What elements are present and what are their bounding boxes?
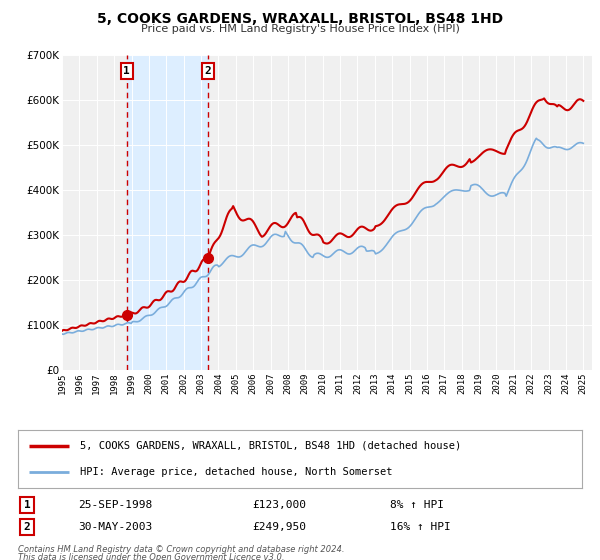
Text: 5, COOKS GARDENS, WRAXALL, BRISTOL, BS48 1HD: 5, COOKS GARDENS, WRAXALL, BRISTOL, BS48… <box>97 12 503 26</box>
Text: 2: 2 <box>23 522 31 532</box>
Text: Price paid vs. HM Land Registry's House Price Index (HPI): Price paid vs. HM Land Registry's House … <box>140 24 460 34</box>
Text: 25-SEP-1998: 25-SEP-1998 <box>78 500 152 510</box>
Text: 8% ↑ HPI: 8% ↑ HPI <box>390 500 444 510</box>
Bar <box>127 55 208 370</box>
Text: HPI: Average price, detached house, North Somerset: HPI: Average price, detached house, Nort… <box>80 468 392 477</box>
Text: £249,950: £249,950 <box>252 522 306 532</box>
Text: 2: 2 <box>205 66 212 76</box>
Text: This data is licensed under the Open Government Licence v3.0.: This data is licensed under the Open Gov… <box>18 553 284 560</box>
Text: 5, COOKS GARDENS, WRAXALL, BRISTOL, BS48 1HD (detached house): 5, COOKS GARDENS, WRAXALL, BRISTOL, BS48… <box>80 441 461 451</box>
Text: £123,000: £123,000 <box>252 500 306 510</box>
Text: Contains HM Land Registry data © Crown copyright and database right 2024.: Contains HM Land Registry data © Crown c… <box>18 545 344 554</box>
Text: 1: 1 <box>124 66 130 76</box>
Text: 30-MAY-2003: 30-MAY-2003 <box>78 522 152 532</box>
Text: 16% ↑ HPI: 16% ↑ HPI <box>390 522 451 532</box>
Text: 1: 1 <box>23 500 31 510</box>
